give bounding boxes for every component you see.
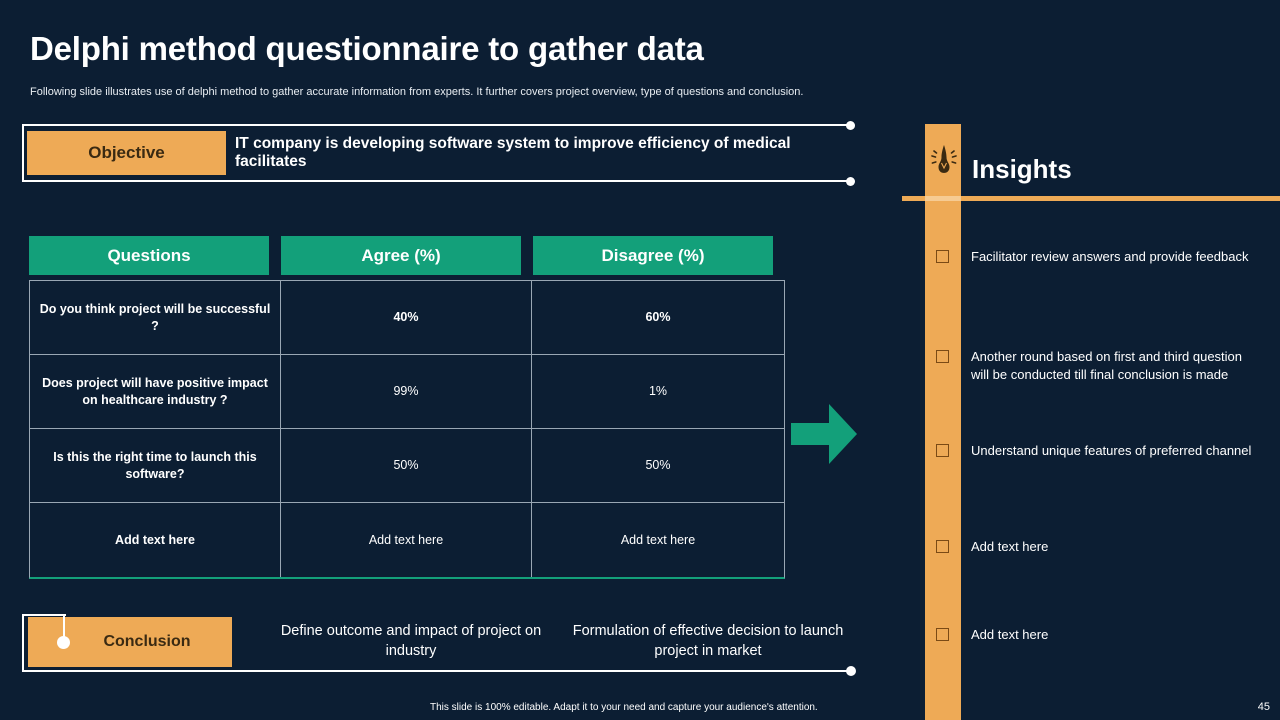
insight-item-label: Facilitator review answers and provide f… (971, 249, 1249, 264)
page-number: 45 (1257, 701, 1270, 713)
objective-top-rule (22, 124, 854, 126)
insights-divider-highlight (925, 196, 961, 201)
conclusion-item-1: Define outcome and impact of project on … (280, 623, 542, 659)
cell-disagree: Add text here (620, 532, 696, 547)
conclusion-bottom-dot-icon (846, 666, 856, 676)
cell-question: Add text here (30, 503, 281, 577)
table-body: Do you think project will be successful … (29, 280, 785, 579)
objective-badge[interactable]: Objective (27, 131, 226, 175)
insights-divider (902, 196, 1280, 201)
objective-bottom-rule (22, 180, 854, 182)
objective-band: Objective IT company is developing softw… (22, 121, 855, 186)
cell-question: Is this the right time to launch this so… (30, 429, 281, 502)
conclusion-left-rule (22, 614, 24, 672)
insights-title: Insights (972, 154, 1072, 184)
conclusion-item-2: Formulation of effective decision to lau… (572, 623, 844, 659)
cell-question: Do you think project will be successful … (30, 281, 281, 354)
objective-top-dot-icon (846, 121, 855, 130)
conclusion-band: Conclusion Define outcome and impact of … (22, 614, 856, 676)
page-title: Delphi method questionnaire to gather da… (30, 30, 704, 67)
insight-item-label: Add text here (971, 627, 1049, 642)
insights-accent-band (925, 124, 961, 720)
cell-disagree: 50% (645, 458, 671, 473)
checkbox-icon[interactable] (936, 250, 949, 263)
table-row[interactable]: Is this the right time to launch this so… (30, 429, 784, 503)
cell-disagree: 1% (648, 384, 668, 399)
page-subtitle: Following slide illustrates use of delph… (30, 86, 804, 98)
conclusion-drop-line (63, 616, 65, 638)
table-header-row: Questions Agree (%) Disagree (%) (29, 236, 785, 275)
objective-left-rule (22, 124, 24, 182)
insight-item-label: Another round based on first and third q… (971, 349, 1243, 382)
checkbox-icon[interactable] (936, 350, 949, 363)
cell-agree: 40% (281, 281, 532, 354)
objective-text: IT company is developing software system… (235, 135, 791, 170)
cell-agree: 99% (281, 355, 532, 428)
insight-item-label: Understand unique features of preferred … (971, 443, 1252, 458)
cell-agree: Add text here (281, 503, 532, 577)
table-header-questions: Questions (29, 236, 269, 275)
objective-bottom-dot-icon (846, 177, 855, 186)
table-row[interactable]: Add text here Add text here Add text her… (30, 503, 784, 577)
arrow-right-icon (791, 404, 857, 469)
footer-note: This slide is 100% editable. Adapt it to… (430, 702, 818, 713)
conclusion-bottom-rule (22, 670, 854, 672)
conclusion-top-stub (22, 614, 66, 616)
checkbox-icon[interactable] (936, 628, 949, 641)
insight-item-label: Add text here (971, 539, 1049, 554)
questionnaire-table: Questions Agree (%) Disagree (%) Do you … (29, 236, 785, 579)
table-header-disagree: Disagree (%) (533, 236, 773, 275)
cell-question: Does project will have positive impact o… (30, 355, 281, 428)
table-header-agree: Agree (%) (281, 236, 521, 275)
checkbox-icon[interactable] (936, 540, 949, 553)
lightbulb-icon (930, 143, 958, 184)
cell-disagree: 60% (645, 310, 671, 325)
table-row[interactable]: Do you think project will be successful … (30, 281, 784, 355)
table-row[interactable]: Does project will have positive impact o… (30, 355, 784, 429)
cell-agree: 50% (281, 429, 532, 502)
conclusion-drop-dot-icon (57, 636, 70, 649)
checkbox-icon[interactable] (936, 444, 949, 457)
